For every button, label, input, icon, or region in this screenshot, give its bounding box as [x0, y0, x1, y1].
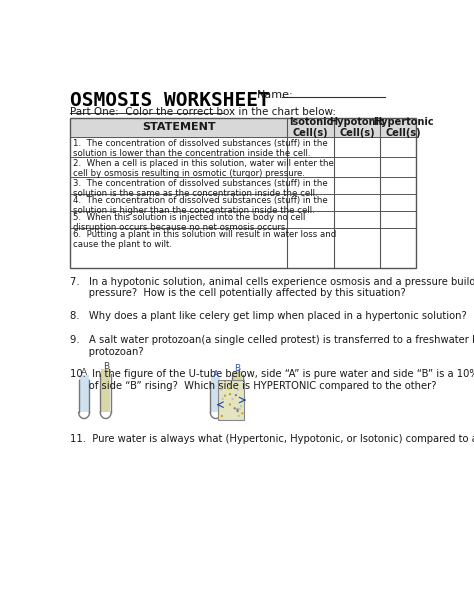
Circle shape — [235, 394, 237, 396]
Bar — [80, 375, 89, 413]
Text: Hypotonic
Cell(s): Hypotonic Cell(s) — [329, 116, 385, 139]
Circle shape — [224, 395, 226, 397]
Text: Isotonic
Cell(s): Isotonic Cell(s) — [289, 116, 332, 139]
Circle shape — [221, 415, 223, 417]
Text: A: A — [213, 370, 219, 379]
Text: STATEMENT: STATEMENT — [142, 123, 215, 132]
Text: B: B — [103, 362, 109, 371]
Circle shape — [220, 389, 222, 390]
Circle shape — [234, 407, 236, 409]
Bar — [101, 369, 110, 413]
Circle shape — [221, 398, 224, 400]
Text: OSMOSIS WORKSHEET: OSMOSIS WORKSHEET — [70, 91, 270, 110]
Bar — [70, 118, 416, 268]
Circle shape — [237, 389, 239, 391]
Circle shape — [240, 405, 242, 408]
Circle shape — [238, 408, 241, 410]
Text: 2.  When a cell is placed in this solution, water will enter the
cell by osmosis: 2. When a cell is placed in this solutio… — [73, 159, 334, 178]
Circle shape — [227, 387, 229, 389]
Text: Name:: Name: — [257, 91, 293, 101]
Circle shape — [229, 403, 231, 406]
Bar — [211, 377, 220, 413]
Text: 8.   Why does a plant like celery get limp when placed in a hypertonic solution?: 8. Why does a plant like celery get limp… — [70, 311, 467, 321]
Text: 10.  In the figure of the U-tube below, side “A” is pure water and side “B” is a: 10. In the figure of the U-tube below, s… — [70, 369, 474, 391]
Text: 1.  The concentration of dissolved substances (stuff) in the
solution is lower t: 1. The concentration of dissolved substa… — [73, 139, 328, 158]
Circle shape — [241, 412, 244, 414]
Text: 11.  Pure water is always what (Hypertonic, Hypotonic, or Isotonic) compared to : 11. Pure water is always what (Hypertoni… — [70, 434, 474, 444]
Bar — [70, 118, 416, 137]
Text: 6.  Putting a plant in this solution will result in water loss and
cause the pla: 6. Putting a plant in this solution will… — [73, 230, 337, 249]
Text: 4.  The concentration of dissolved substances (stuff) in the
solution is higher : 4. The concentration of dissolved substa… — [73, 196, 328, 215]
Text: Hypertonic
Cell(s): Hypertonic Cell(s) — [373, 116, 434, 139]
Text: 7.   In a hypotonic solution, animal cells experience osmosis and a pressure bui: 7. In a hypotonic solution, animal cells… — [70, 277, 474, 299]
Text: 3.  The concentration of dissolved substances (stuff) in the
solution is the sam: 3. The concentration of dissolved substa… — [73, 179, 328, 199]
Circle shape — [237, 415, 240, 417]
Circle shape — [229, 383, 231, 386]
Circle shape — [237, 410, 239, 413]
Circle shape — [236, 408, 238, 411]
Text: B: B — [235, 364, 240, 373]
Circle shape — [229, 393, 231, 395]
Text: 5.  When this solution is injected into the body no cell
disruption occurs becau: 5. When this solution is injected into t… — [73, 213, 306, 232]
Circle shape — [231, 398, 234, 400]
Text: Part One:  Color the correct box in the chart below:: Part One: Color the correct box in the c… — [70, 107, 336, 116]
Text: A: A — [81, 368, 87, 378]
Bar — [233, 371, 242, 413]
Text: 9.   A salt water protozoan(a single celled protest) is transferred to a freshwa: 9. A salt water protozoan(a single celle… — [70, 335, 474, 357]
Bar — [218, 380, 245, 420]
